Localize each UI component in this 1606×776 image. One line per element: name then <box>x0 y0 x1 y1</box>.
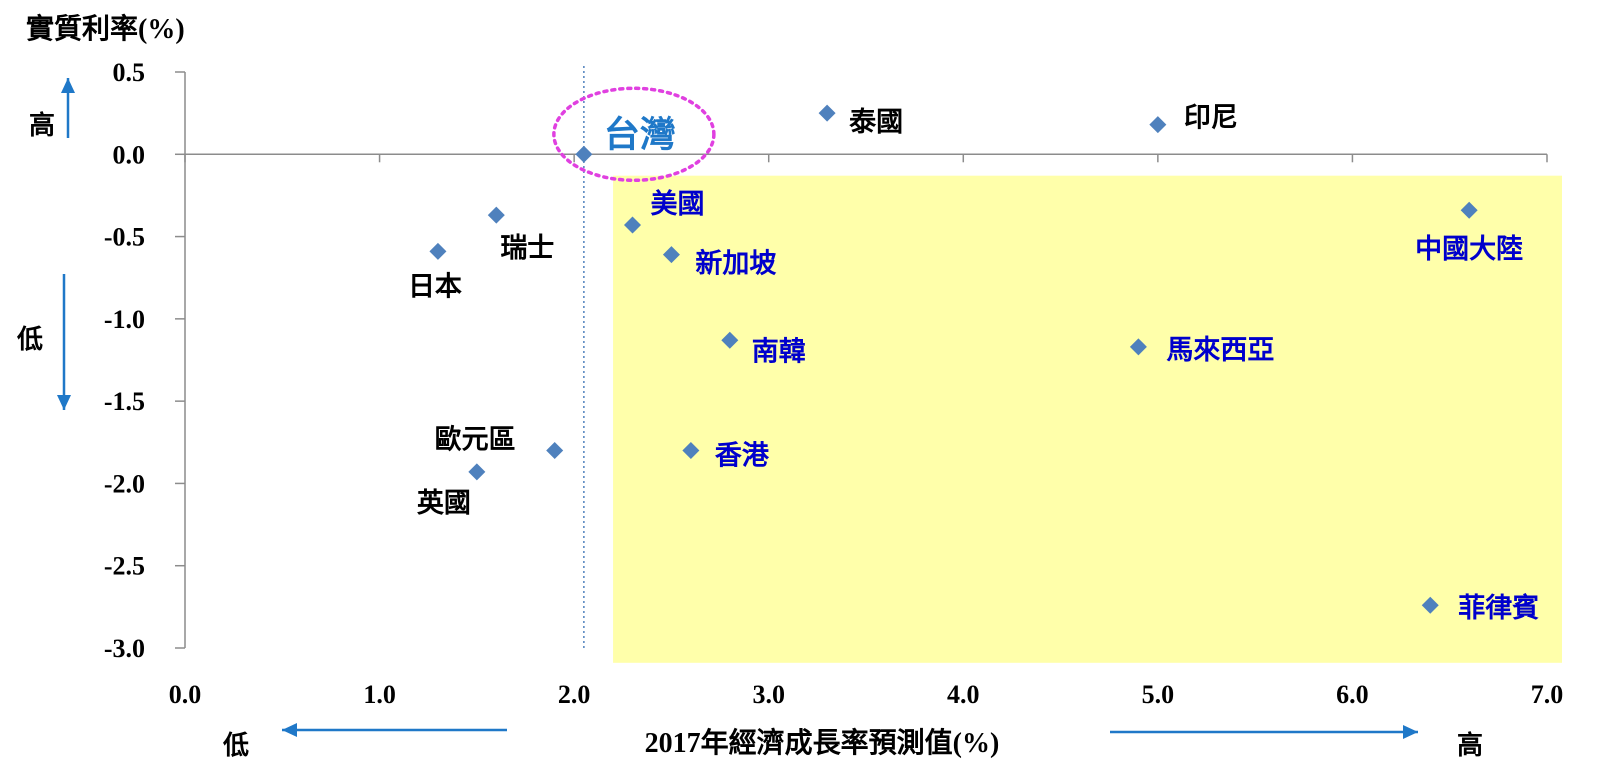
y-tick-label: 0.0 <box>113 140 146 169</box>
data-point <box>429 242 447 260</box>
y-up-arrow-head <box>61 78 75 93</box>
point-label: 泰國 <box>849 107 903 138</box>
x-tick-label: 2.0 <box>558 680 591 709</box>
point-label: 日本 <box>408 271 462 302</box>
point-label: 中國大陸 <box>1415 234 1523 265</box>
y-tick-label: -1.0 <box>104 305 145 334</box>
x-tick-label: 4.0 <box>947 680 980 709</box>
y-tick-label: -1.5 <box>104 387 145 416</box>
direction-arrows <box>57 78 1418 739</box>
data-point <box>1129 338 1147 356</box>
x-low-indicator: 低 <box>222 731 249 761</box>
y-down-arrow-head <box>57 395 71 410</box>
highlight-region <box>613 175 1562 663</box>
axes: 0.5 0.0 -0.5 -1.0 -1.5 -2.0 -2.5 -3.0 0.0 1.0 2.0 3… <box>104 58 1563 709</box>
highlight-circle <box>552 86 716 183</box>
point-label: 瑞士 <box>500 233 554 264</box>
x-high-indicator: 高 <box>1457 730 1483 761</box>
data-point <box>546 442 564 460</box>
point-label: 美國 <box>651 188 705 220</box>
x-right-arrow-head <box>1403 725 1418 739</box>
y-low-indicator: 低 <box>16 325 43 355</box>
x-left-arrow-head <box>282 723 297 737</box>
point-label: 印尼 <box>1184 103 1238 134</box>
y-tick-label: -2.5 <box>104 552 145 581</box>
x-axis-title: 2017年經濟成長率預測值(%) <box>645 726 1000 759</box>
data-point <box>662 246 680 264</box>
data-point <box>682 442 700 460</box>
point-label: 英國 <box>417 488 471 519</box>
y-tick-label: -0.5 <box>104 223 145 252</box>
axis-text: 實質利率(%) 2017年經濟成長率預測值(%) 高 低 低 高 <box>16 12 1483 761</box>
plot-background <box>613 175 1562 663</box>
data-point <box>1421 596 1439 614</box>
x-tick-label: 7.0 <box>1531 680 1564 709</box>
x-tick-label: 6.0 <box>1336 680 1369 709</box>
point-label: 菲律賓 <box>1458 592 1539 624</box>
y-tick-label: -2.0 <box>104 469 145 498</box>
y-high-indicator: 高 <box>29 110 55 141</box>
y-tick-label: 0.5 <box>113 58 146 87</box>
y-tick-label: -3.0 <box>104 634 145 663</box>
point-label: 香港 <box>715 441 770 472</box>
data-point <box>575 145 593 163</box>
x-tick-label: 1.0 <box>363 680 396 709</box>
point-label: 歐元區 <box>435 425 516 456</box>
data-point <box>1460 201 1478 219</box>
data-point <box>487 206 505 224</box>
data-point <box>624 216 642 234</box>
x-tick-label: 5.0 <box>1142 680 1175 709</box>
y-axis-title: 實質利率(%) <box>26 12 185 45</box>
x-tick-label: 3.0 <box>752 680 785 709</box>
x-tick-label: 0.0 <box>169 680 202 709</box>
point-label: 台灣 <box>604 114 676 155</box>
data-point <box>468 463 486 481</box>
data-point <box>818 104 836 122</box>
point-label: 南韓 <box>752 336 806 367</box>
data-point <box>721 331 739 349</box>
data-point <box>1149 116 1167 134</box>
point-label: 馬來西亞 <box>1166 335 1274 366</box>
point-label: 新加坡 <box>695 248 776 280</box>
data-points <box>429 104 1478 614</box>
